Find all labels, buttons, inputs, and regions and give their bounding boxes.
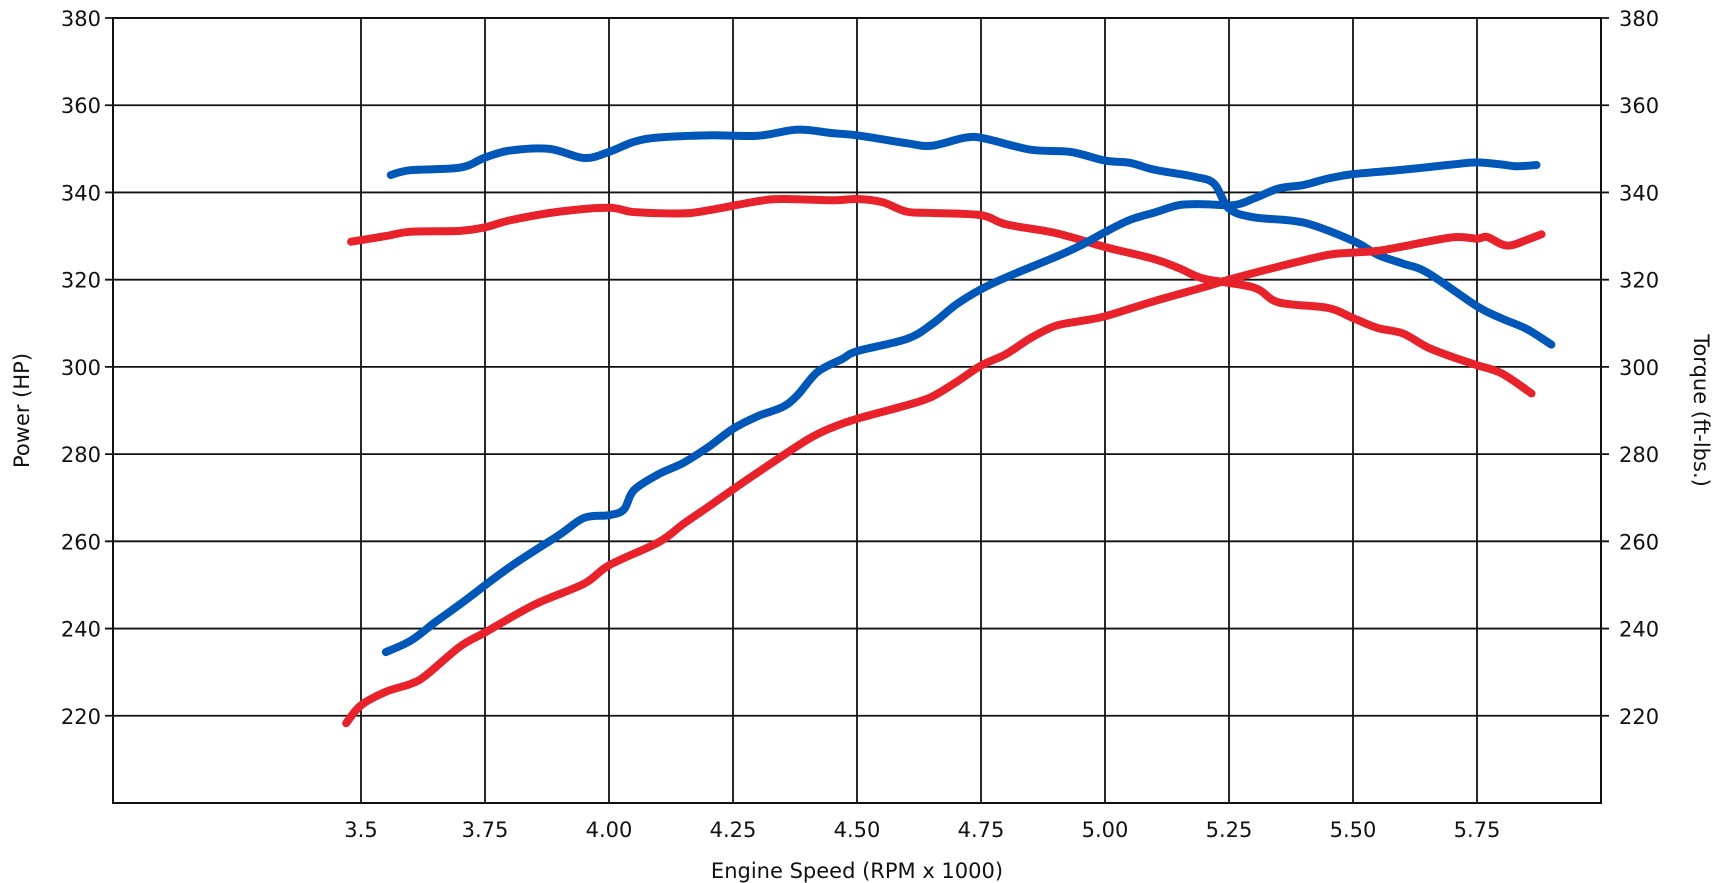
- y-axis-left-title: Power (HP): [10, 353, 34, 468]
- x-tick-label: 3.5: [344, 818, 377, 842]
- x-tick-label: 3.75: [462, 818, 509, 842]
- y-right-tick-label: 380: [1619, 7, 1659, 31]
- tick-layer: 3.5 3.75 4.00 4.25 4.50 4.75 5.00 5.25 5.50 5.75 2…: [61, 7, 1659, 842]
- y-left-tick-label: 240: [61, 618, 101, 642]
- y-right-tick-label: 300: [1619, 356, 1659, 380]
- y-axis-right-title: Torque (ft-lbs.): [1689, 333, 1713, 487]
- plot-frame: [112, 17, 1602, 804]
- y-left-tick-label: 280: [61, 443, 101, 467]
- series-line-3: [381, 158, 1541, 657]
- x-tick-label: 4.00: [586, 818, 633, 842]
- x-tick-label: 5.00: [1082, 818, 1129, 842]
- x-tick-label: 4.75: [958, 818, 1005, 842]
- series-line-1: [386, 125, 1556, 349]
- series-layer: [342, 125, 1556, 728]
- x-tick-label: 5.50: [1330, 818, 1377, 842]
- y-left-tick-label: 380: [61, 7, 101, 31]
- y-right-tick-label: 240: [1619, 618, 1659, 642]
- y-left-tick-label: 320: [61, 269, 101, 293]
- series-line-2: [347, 194, 1536, 398]
- y-right-tick-label: 220: [1619, 705, 1659, 729]
- y-left-tick-label: 360: [61, 94, 101, 118]
- y-left-tick-label: 220: [61, 705, 101, 729]
- y-right-tick-label: 260: [1619, 530, 1659, 554]
- y-left-tick-label: 340: [61, 181, 101, 205]
- x-axis-title: Engine Speed (RPM x 1000): [711, 859, 1003, 883]
- y-left-tick-label: 300: [61, 356, 101, 380]
- y-right-tick-label: 280: [1619, 443, 1659, 467]
- x-tick-label: 4.25: [710, 818, 757, 842]
- series-line-4: [342, 230, 1546, 728]
- y-right-tick-label: 320: [1619, 269, 1659, 293]
- y-left-tick-label: 260: [61, 530, 101, 554]
- y-right-tick-label: 340: [1619, 181, 1659, 205]
- x-tick-label: 5.25: [1206, 818, 1253, 842]
- y-right-tick-label: 360: [1619, 94, 1659, 118]
- x-tick-label: 5.75: [1454, 818, 1501, 842]
- x-tick-label: 4.50: [834, 818, 881, 842]
